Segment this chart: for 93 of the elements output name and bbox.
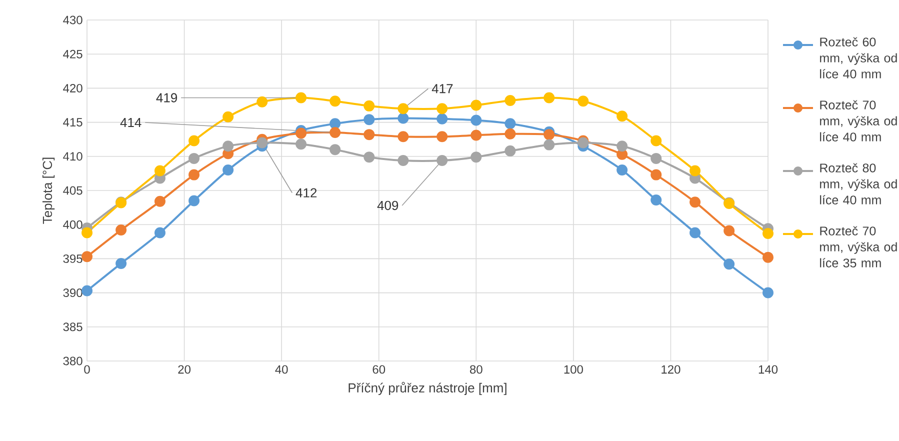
annotation: 417 [432,84,453,94]
point [398,112,409,124]
point [544,139,555,150]
y-tick-label: 410 [63,152,82,161]
point [296,138,307,150]
legend-label: Rozteč 80 mm, výška od líce 40 mm [820,163,897,204]
point [398,154,409,166]
y-axis-title: Teplota [°C] [42,158,55,224]
x-tick-label: 100 [564,365,583,374]
x-tick-label: 60 [372,365,386,374]
point [330,118,341,130]
x-axis-title: Příčný průřez nástroje [mm] [348,382,506,396]
point [616,110,628,122]
point [116,258,127,269]
point [436,113,448,124]
point [762,287,774,298]
point [470,114,482,126]
point [154,165,166,176]
point [724,225,735,236]
y-tick-label: 400 [63,220,82,229]
point [762,252,774,263]
point [364,114,375,126]
annotation: 419 [156,93,178,102]
point [188,135,200,146]
x-tick-label: 40 [275,365,288,374]
point [650,194,662,206]
point [616,164,628,176]
y-tick-label: 385 [63,322,82,332]
point [436,131,448,142]
point [330,144,341,156]
point [650,152,662,164]
legend-label: Rozteč 60 mm, výška od líce 40 mm [820,37,897,78]
point [578,96,589,107]
point [690,165,701,176]
point [504,145,516,156]
y-tick-label: 390 [63,288,82,298]
point [116,224,127,236]
point [436,103,448,114]
point [470,100,482,111]
point [650,135,662,146]
point [364,129,375,140]
point [690,227,701,238]
x-tick-label: 120 [662,365,680,374]
point [504,94,516,106]
y-tick-label: 415 [63,118,82,126]
x-tick-label: 0 [84,365,90,374]
point [256,96,268,108]
point [256,137,268,148]
point [544,92,555,104]
y-tick-label: 425 [63,50,82,58]
point [724,258,735,270]
point [504,128,516,140]
point [222,164,234,176]
point [330,96,341,107]
point [188,195,200,206]
point [504,118,516,130]
x-tick-label: 20 [178,365,191,374]
point [154,227,166,238]
point [616,140,628,152]
point [82,251,93,262]
point [690,196,701,208]
point [398,103,409,114]
y-tick-label: 430 [63,16,82,24]
point [222,140,234,152]
point [364,100,375,112]
legend-label: Rozteč 70 mm, výška od líce 35 mm [820,226,897,268]
point [650,169,662,180]
point [398,131,409,142]
annotation: 414 [120,118,142,127]
x-tick-label: 140 [758,365,778,374]
point [188,152,200,164]
point [154,196,166,207]
y-tick-label: 380 [63,356,82,366]
point [436,154,448,166]
point [222,111,234,122]
point [470,130,482,141]
point [762,228,774,239]
point [82,285,93,296]
point [296,92,307,104]
annotation: 409 [377,200,398,210]
y-tick-label: 395 [63,254,82,263]
y-tick-label: 420 [63,84,82,92]
point [188,169,200,180]
x-tick-label: 80 [470,365,482,374]
point [330,127,341,138]
point [470,152,482,163]
annotation: 412 [296,188,317,198]
point [544,129,555,140]
point [364,152,375,163]
legend-label: Rozteč 70 mm, výška od líce 40 mm [820,100,897,142]
y-tick-label: 405 [63,186,82,195]
point [82,227,93,238]
point [296,128,307,139]
